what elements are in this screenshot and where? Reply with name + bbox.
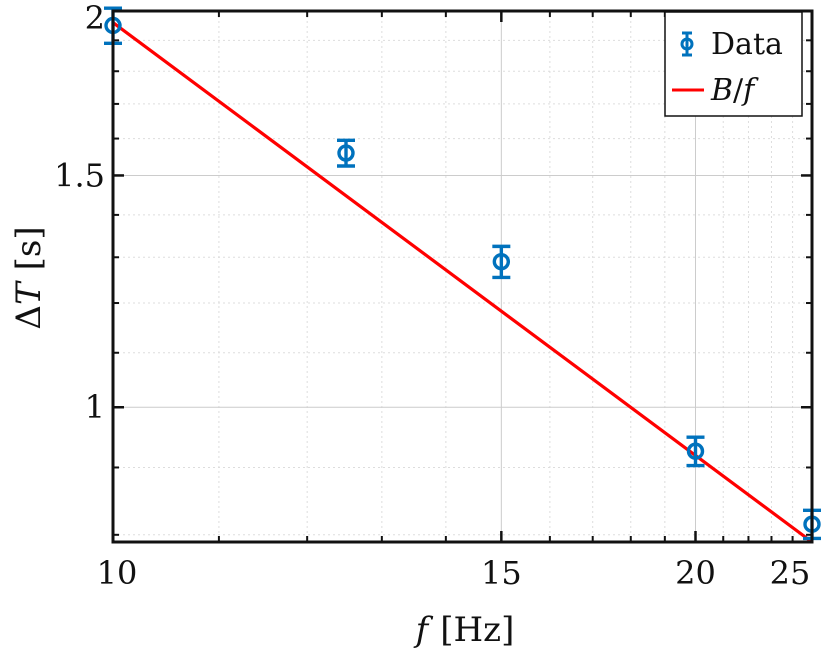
- y-tick-label: 1.5: [54, 156, 105, 194]
- y-tick-label: 2: [85, 0, 105, 37]
- x-axis-label-unit: [Hz]: [440, 610, 514, 650]
- x-tick-labels: 10 15 20 25: [97, 554, 811, 592]
- legend-data-label: Data: [711, 27, 783, 62]
- data-marker: [337, 144, 355, 162]
- legend-fit-label-main: B: [710, 73, 733, 108]
- y-tick-labels: 11.52: [54, 0, 105, 426]
- y-axis-label-var: T: [9, 280, 49, 305]
- x-tick-label: 20: [675, 554, 716, 592]
- data-point: [686, 435, 705, 468]
- minor-grid: [113, 11, 812, 542]
- y-axis-label-unit: [s]: [9, 226, 49, 270]
- legend: Data B/f: [664, 11, 803, 117]
- data-marker: [492, 252, 511, 271]
- x-axis-label: f [Hz]: [413, 610, 515, 650]
- legend-box: [664, 11, 803, 117]
- x-tick-label: 25: [770, 554, 811, 592]
- legend-fit-label-sep: /: [733, 73, 744, 108]
- x-tick-label: 15: [481, 554, 522, 592]
- y-tick-label: 1: [85, 388, 105, 426]
- y-axis-label: ΔT [s]: [9, 226, 49, 329]
- y-axis-label-prefix: Δ: [9, 305, 49, 330]
- data-point: [337, 138, 355, 168]
- x-axis-label-var: f: [413, 610, 434, 650]
- legend-fit-label: B/f: [710, 73, 759, 108]
- x-tick-label: 10: [97, 554, 138, 592]
- data-point: [492, 244, 511, 280]
- data-marker: [686, 442, 705, 460]
- plot-frame: [111, 9, 814, 544]
- legend-data-symbol: [680, 31, 694, 57]
